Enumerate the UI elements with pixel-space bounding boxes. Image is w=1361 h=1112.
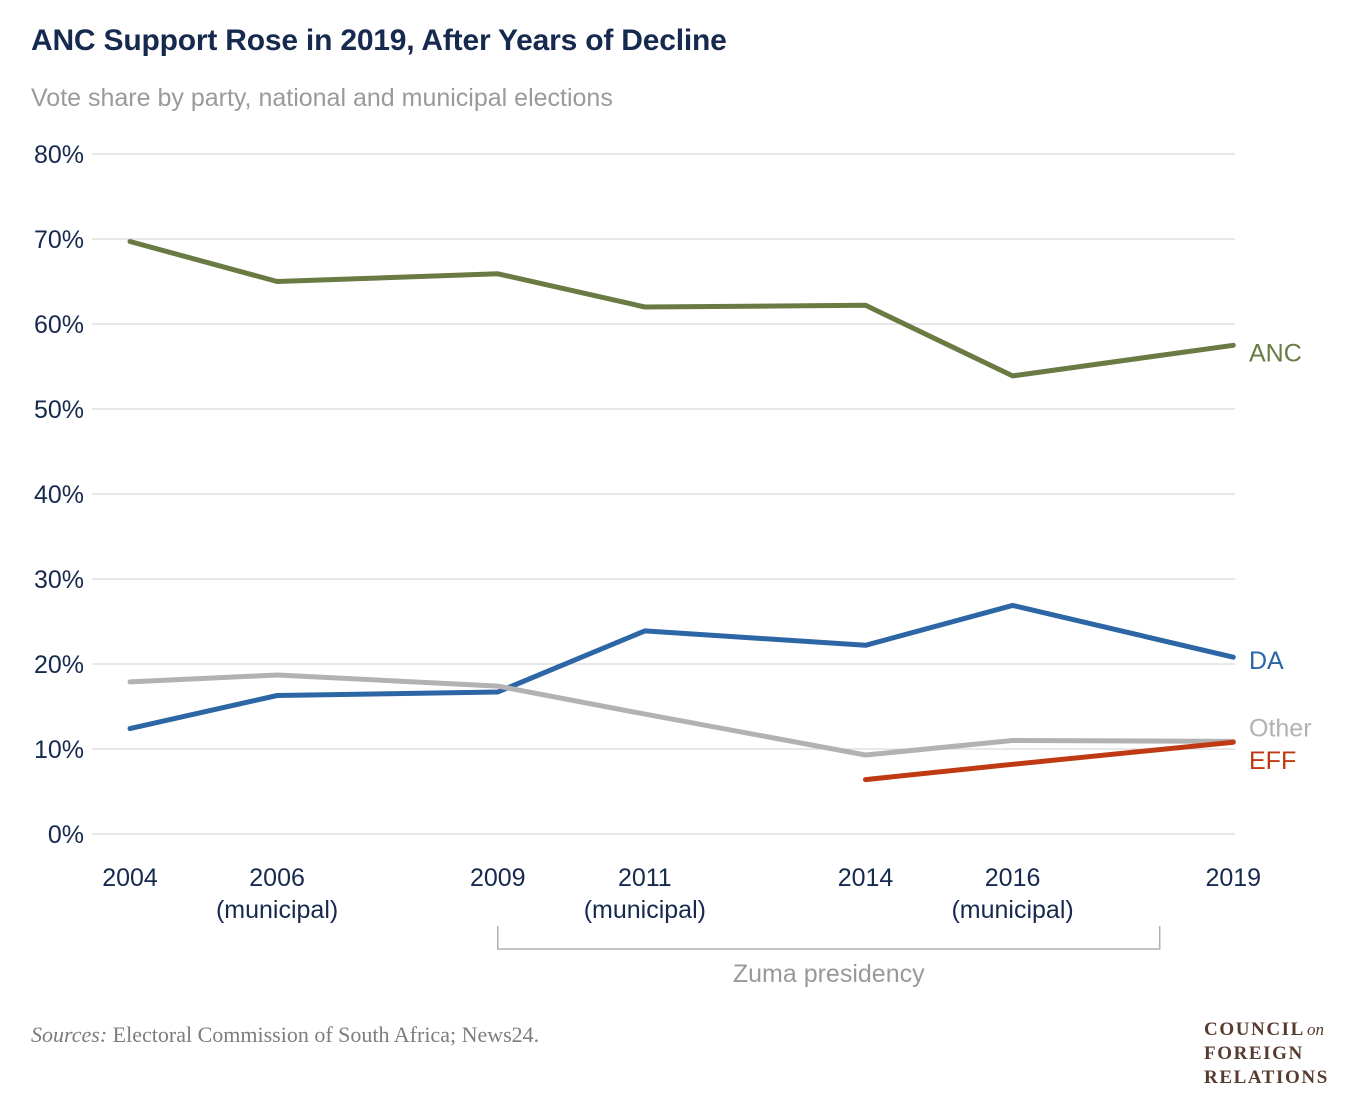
cfr-logo-line2: FOREIGN <box>1204 1043 1304 1064</box>
cfr-logo-council: COUNCIL <box>1204 1019 1305 1040</box>
y-axis-label-0: 0% <box>48 821 84 849</box>
chart-subtitle: Vote share by party, national and munici… <box>31 84 613 112</box>
cfr-logo-line1: COUNCIL on <box>1204 1018 1329 1042</box>
x-axis-label-2019: 2019 <box>1205 864 1261 892</box>
source-note: Sources: Electoral Commission of South A… <box>31 1022 539 1048</box>
cfr-logo-line3: RELATIONS <box>1204 1067 1329 1088</box>
series-line-other <box>127 672 1236 758</box>
y-axis-label-40: 40% <box>34 481 84 509</box>
cfr-logo-on: on <box>1306 1020 1324 1039</box>
x-axis-label-2004: 2004 <box>102 864 158 892</box>
y-axis-label-10: 10% <box>34 736 84 764</box>
series-label-eff: EFF <box>1249 747 1296 775</box>
x-axis-label-2011: 2011 <box>618 864 672 892</box>
y-axis-label-20: 20% <box>34 651 84 679</box>
y-axis-label-60: 60% <box>34 311 84 339</box>
series-label-da: DA <box>1249 647 1284 675</box>
source-label: Sources: <box>31 1022 108 1047</box>
y-axis-label-80: 80% <box>34 141 84 169</box>
y-axis-label-30: 30% <box>34 566 84 594</box>
series-line-eff <box>863 739 1236 783</box>
series-line-da <box>127 602 1236 732</box>
y-axis-label-70: 70% <box>34 226 84 254</box>
vote-share-line-chart: 0% 10% 20% 30% 40% 50% 60% 70% 80% 2004 2006 (munic… <box>34 141 1312 988</box>
annotation-label: Zuma presidency <box>733 960 925 988</box>
x-axis-note-2011: (municipal) <box>584 896 706 924</box>
series-label-anc: ANC <box>1249 339 1302 367</box>
series-line-anc <box>127 239 1236 379</box>
x-axis-label-2009: 2009 <box>470 864 526 892</box>
x-axis-note-2006: (municipal) <box>216 896 338 924</box>
cfr-logo: COUNCIL on FOREIGN RELATIONS <box>1204 1018 1329 1090</box>
x-axis-label-2006: 2006 <box>249 864 305 892</box>
series-label-other: Other <box>1249 714 1312 742</box>
x-axis-note-2016: (municipal) <box>951 896 1073 924</box>
x-axis-label-2016: 2016 <box>985 864 1041 892</box>
annotation-bracket <box>497 926 1161 950</box>
y-axis-label-50: 50% <box>34 396 84 424</box>
chart-title: ANC Support Rose in 2019, After Years of… <box>31 24 727 57</box>
source-text: Electoral Commission of South Africa; Ne… <box>107 1022 540 1047</box>
x-axis-label-2014: 2014 <box>838 864 894 892</box>
